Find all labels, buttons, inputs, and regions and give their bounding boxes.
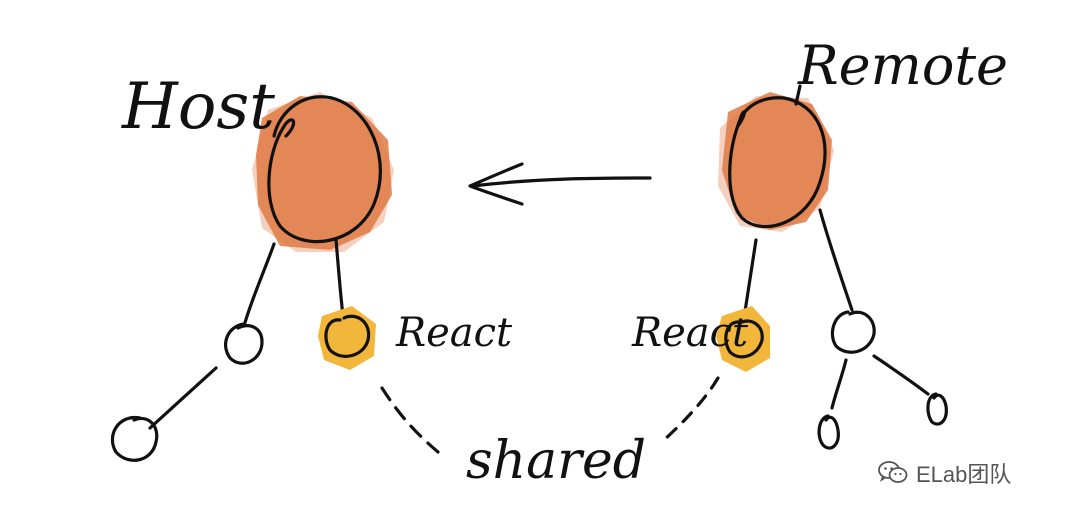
remote-branch-left (742, 238, 758, 320)
remote-to-host-arrow (470, 176, 652, 188)
shared-link-left (380, 386, 440, 454)
remote-leaf-branch-left (830, 358, 848, 410)
host-react-label: React (395, 310, 513, 356)
remote-node-outline (728, 96, 827, 229)
remote-group (468, 84, 948, 450)
shared-link-right (662, 376, 720, 442)
host-grandleaf-node (110, 415, 159, 462)
remote-grandleaf-node-left (817, 414, 840, 450)
host-branch-left (242, 242, 276, 328)
remote-react-label: React (631, 310, 749, 356)
remote-grandleaf-node-right (926, 392, 948, 426)
host-node-outline (267, 95, 382, 244)
watermark: ELab团队 (878, 455, 1011, 491)
shared-link (380, 376, 720, 454)
remote-leaf-branch-right (872, 354, 930, 396)
remote-label: Remote (797, 34, 1008, 97)
wechat-icon (878, 461, 908, 483)
host-leaf-branch (148, 366, 218, 430)
remote-branch-right (818, 208, 854, 312)
remote-link-to-label (794, 84, 802, 106)
remote-leaf-node (830, 310, 876, 354)
watermark-text: ELab团队 (916, 462, 1012, 487)
remote-react-node (724, 319, 764, 359)
remote-node-fill (718, 92, 834, 232)
host-leaf-node (224, 322, 264, 365)
host-react-node (324, 314, 371, 358)
host-label: Host (121, 70, 275, 144)
remote-to-host-arrowhead (468, 162, 524, 206)
host-branch-right (334, 238, 345, 318)
shared-label: shared (466, 431, 646, 491)
host-group (110, 92, 394, 462)
